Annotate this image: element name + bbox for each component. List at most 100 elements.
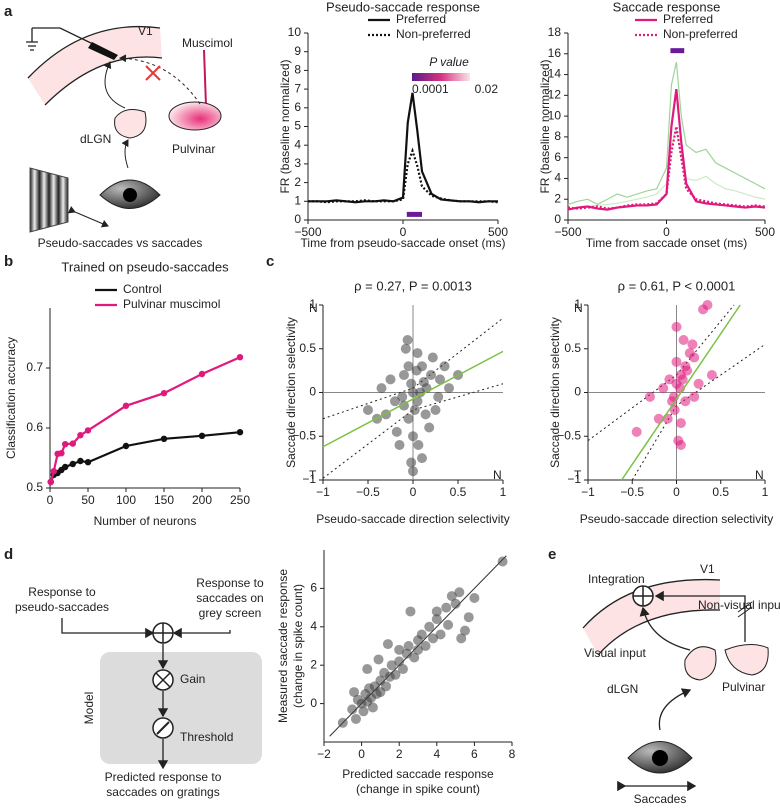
point <box>382 639 393 650</box>
point <box>431 606 442 617</box>
point <box>390 669 401 680</box>
legend-label: Non-preferred <box>396 27 471 41</box>
region-label: Pulvinar <box>172 142 215 156</box>
point <box>677 374 688 385</box>
line: Response to <box>196 576 264 590</box>
x-tick-label: −500 <box>294 225 321 239</box>
series-line <box>308 92 498 204</box>
point <box>443 619 454 630</box>
y-tick-label: 8 <box>554 129 561 143</box>
line: grey screen <box>199 606 262 620</box>
x-tick-label: 8 <box>509 747 516 761</box>
stage-label: Threshold <box>180 730 233 744</box>
x-tick-label: 0 <box>410 485 417 499</box>
legend-label: Preferred <box>663 12 713 26</box>
chart-title: Pseudo-saccade response <box>326 0 480 14</box>
point <box>77 457 84 465</box>
y-tick-label: 18 <box>548 25 562 39</box>
point <box>122 402 130 409</box>
point <box>198 432 206 439</box>
y-axis-label: Saccade direction selectivity <box>284 317 298 468</box>
point <box>417 453 427 464</box>
point <box>497 556 508 567</box>
point <box>50 468 57 475</box>
point <box>433 391 444 402</box>
chart: Predicted saccade response(change in spi… <box>276 550 516 796</box>
x-tick-label: 0 <box>663 225 670 239</box>
point <box>426 370 436 380</box>
y-tick-label: 0 <box>310 696 317 710</box>
x-tick-label: 0 <box>47 493 54 507</box>
y-tick-label: −1 <box>302 472 316 486</box>
x-tick-label: 0.5 <box>712 485 729 499</box>
output-label: Predicted response to saccades on grating… <box>105 770 222 799</box>
point <box>391 426 402 437</box>
x-tick-label: 50 <box>81 493 95 507</box>
point <box>69 460 77 468</box>
y-tick-label: 0 <box>294 212 301 226</box>
point <box>403 641 414 651</box>
point <box>424 621 435 632</box>
point <box>409 405 420 415</box>
point <box>669 405 680 415</box>
point <box>390 396 400 407</box>
y-tick-label: 0.5 <box>26 480 43 494</box>
y-tick-label: −0.5 <box>292 428 316 442</box>
point <box>408 466 418 477</box>
chart: ρ = 0.27, P = 0.0013 Pseudo-saccade direc… <box>284 278 510 526</box>
y-tick-label: 0.5 <box>564 341 581 355</box>
point <box>441 602 452 613</box>
input-label: Visual input <box>584 646 646 660</box>
point <box>469 593 480 603</box>
corner-label: T <box>309 468 317 482</box>
legend-label: Non-preferred <box>663 27 738 41</box>
point <box>706 370 717 380</box>
x-tick-label: −2 <box>317 747 331 761</box>
y-tick-label: 6 <box>310 581 317 595</box>
input-label: Response to pseudo-saccades <box>15 585 109 614</box>
x-axis-label: (change in spike count) <box>356 782 480 796</box>
y-tick-label: 6 <box>554 150 561 164</box>
chart-title: ρ = 0.27, P = 0.0013 <box>354 278 472 293</box>
y-tick-label: 10 <box>288 25 302 39</box>
x-tick-label: 0.5 <box>450 485 467 499</box>
input-label: Non-visual input <box>698 598 780 612</box>
point <box>420 641 431 651</box>
point <box>446 591 457 602</box>
y-tick-label: 3 <box>294 156 301 170</box>
line: pseudo-saccades <box>15 600 109 614</box>
panel-label: d <box>4 546 13 563</box>
point <box>671 356 682 367</box>
point <box>644 391 655 402</box>
y-axis-label: FR (baseline normalized) <box>538 59 552 193</box>
point <box>403 413 414 424</box>
point <box>401 648 412 659</box>
x-tick-label: −0.5 <box>356 485 380 499</box>
x-tick-label: −1 <box>316 485 330 499</box>
point <box>428 633 439 644</box>
point <box>402 335 413 345</box>
y-tick-label: 10 <box>548 108 562 122</box>
point <box>397 664 408 675</box>
y-tick-label: 12 <box>548 88 562 102</box>
point <box>675 440 686 450</box>
y-tick-label: 7 <box>294 81 301 95</box>
y-axis-label: Classification accuracy <box>4 337 18 459</box>
y-tick-label: 16 <box>548 46 562 60</box>
chart: Pseudo-saccade response Time from pseudo-… <box>278 0 508 250</box>
point <box>408 387 418 398</box>
x-tick-label: 1 <box>500 485 507 499</box>
point <box>662 413 673 424</box>
region-label: Pulvinar <box>722 680 765 694</box>
confidence-band <box>631 343 766 481</box>
point <box>403 361 414 372</box>
point <box>671 321 682 332</box>
y-tick-label: 4 <box>294 137 301 151</box>
x-tick-label: 0 <box>673 485 680 499</box>
point <box>460 625 470 636</box>
point <box>236 429 244 436</box>
point <box>362 664 373 675</box>
y-tick-label: 4 <box>310 619 317 633</box>
y-axis-label: FR (baseline normalized) <box>278 59 292 193</box>
y-tick-label: 0 <box>309 385 316 399</box>
